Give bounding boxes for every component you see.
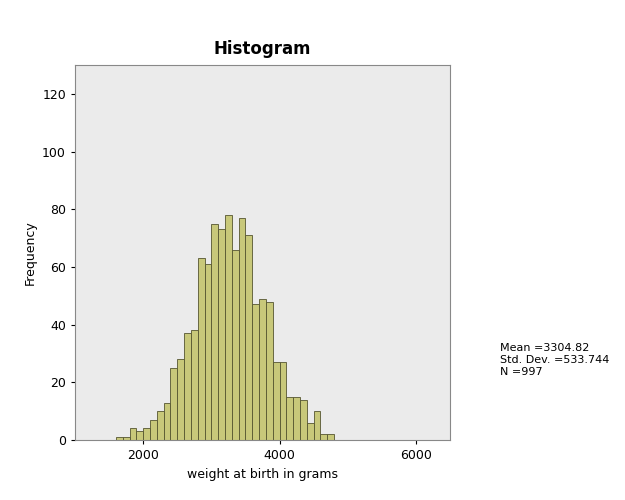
Bar: [122, 437, 129, 440]
Title: Histogram: Histogram: [214, 40, 311, 58]
Bar: [232, 250, 239, 440]
Bar: [300, 400, 307, 440]
Bar: [279, 362, 286, 440]
Bar: [293, 396, 300, 440]
Bar: [136, 432, 143, 440]
Bar: [164, 402, 171, 440]
Bar: [239, 218, 246, 440]
Bar: [321, 434, 328, 440]
Bar: [116, 437, 122, 440]
Y-axis label: Frequency: Frequency: [24, 220, 36, 285]
Bar: [129, 428, 136, 440]
Text: Mean =3304.82
Std. Dev. =533.744
N =997: Mean =3304.82 Std. Dev. =533.744 N =997: [500, 344, 609, 376]
Bar: [184, 334, 191, 440]
Bar: [286, 396, 293, 440]
Bar: [307, 422, 314, 440]
X-axis label: weight at birth in grams: weight at birth in grams: [187, 468, 338, 480]
Bar: [314, 411, 321, 440]
Bar: [266, 302, 272, 440]
Bar: [143, 428, 150, 440]
Bar: [272, 362, 279, 440]
Bar: [225, 215, 232, 440]
Bar: [171, 368, 177, 440]
Bar: [246, 235, 252, 440]
Bar: [253, 304, 259, 440]
Bar: [191, 330, 198, 440]
Bar: [259, 298, 266, 440]
Bar: [328, 434, 334, 440]
Bar: [211, 224, 218, 440]
Bar: [177, 359, 184, 440]
Bar: [157, 411, 164, 440]
Bar: [218, 230, 225, 440]
Bar: [204, 264, 211, 440]
Bar: [198, 258, 204, 440]
Bar: [150, 420, 157, 440]
